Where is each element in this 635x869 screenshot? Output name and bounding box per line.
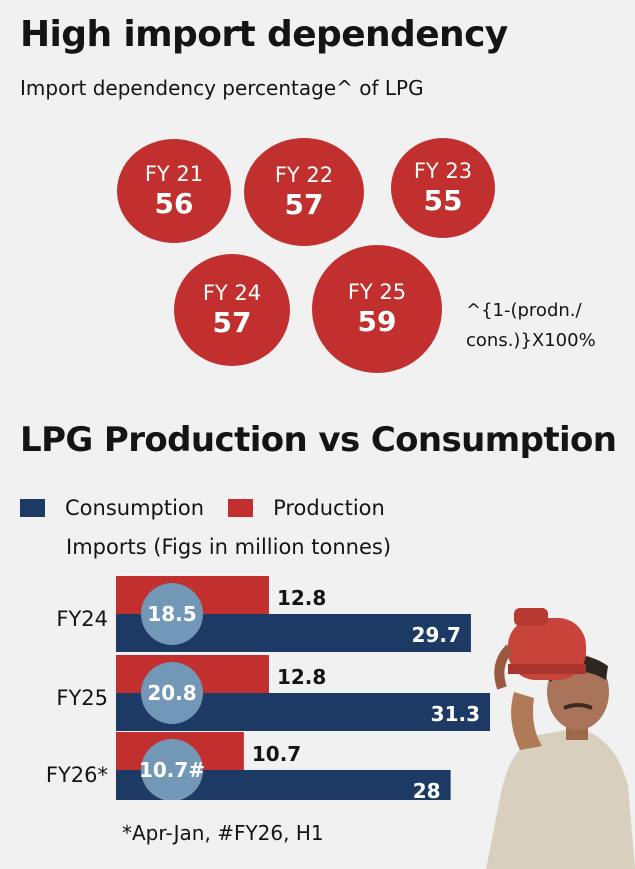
page-title: High import dependency	[20, 14, 508, 55]
bubble-year-label: FY 21	[144, 161, 204, 186]
bubble-year-label: FY 23	[413, 158, 473, 183]
production-value-label: 12.8	[277, 586, 326, 610]
category-label: FY26*	[46, 763, 108, 787]
formula-line-1: ^{1-(prodn./	[466, 300, 582, 321]
consumption-value-label: 29.7	[412, 623, 461, 647]
formula-footnote: ^{1-(prodn./ cons.)}X100%	[466, 296, 596, 356]
bubble-year-label: FY 22	[274, 162, 334, 187]
bubble-value-label: 55	[423, 183, 463, 217]
legend-consumption-swatch	[20, 499, 45, 517]
dependency-bubble-fy21: FY 21 56	[117, 139, 231, 243]
bubble-value-label: 57	[284, 187, 324, 221]
bubble-value-label: 59	[357, 304, 397, 338]
legend-imports-label: Imports (Figs in million tonnes)	[66, 535, 392, 559]
category-label: FY25	[56, 686, 108, 710]
category-label: FY24	[56, 607, 108, 631]
legend-consumption-label: Consumption	[65, 496, 205, 520]
imports-bubble	[141, 583, 203, 645]
dependency-bubble-fy23: FY 23 55	[391, 138, 495, 238]
chart-legend: Consumption Production	[20, 496, 409, 520]
production-value-label: 12.8	[277, 665, 326, 689]
dependency-bubble-fy25: FY 25 59	[312, 245, 442, 373]
dependency-bubble-fy22: FY 22 57	[244, 138, 364, 246]
imports-bubble	[141, 739, 203, 800]
bubble-year-label: FY 24	[202, 280, 262, 305]
imports-value-label: 18.5	[147, 602, 196, 626]
bubble-value-label: 56	[154, 186, 194, 220]
bubble-value-label: 57	[212, 305, 252, 339]
legend-production-swatch	[228, 499, 254, 517]
section-title: LPG Production vs Consumption	[20, 420, 617, 460]
production-consumption-bar-chart: 12.8 29.7 FY24 18.5 12.8 31.3 FY25 20.8 10.7 28 FY…	[46, 576, 491, 800]
bubble-year-label: FY 25	[347, 279, 407, 304]
imports-bubble	[141, 662, 203, 724]
legend-production-label: Production	[273, 496, 385, 520]
production-value-label: 10.7	[252, 742, 301, 766]
imports-value-label: 10.7#	[139, 758, 205, 782]
page-subtitle: Import dependency percentage^ of LPG	[20, 76, 424, 100]
imports-value-label: 20.8	[147, 681, 196, 705]
consumption-value-label: 28	[413, 779, 441, 800]
formula-line-2: cons.)}X100%	[466, 330, 596, 351]
worker-carrying-cylinder-illustration	[486, 608, 635, 869]
consumption-value-label: 31.3	[431, 702, 480, 726]
chart-footnote: *Apr-Jan, #FY26, H1	[122, 821, 324, 845]
dependency-bubble-fy24: FY 24 57	[174, 254, 290, 366]
